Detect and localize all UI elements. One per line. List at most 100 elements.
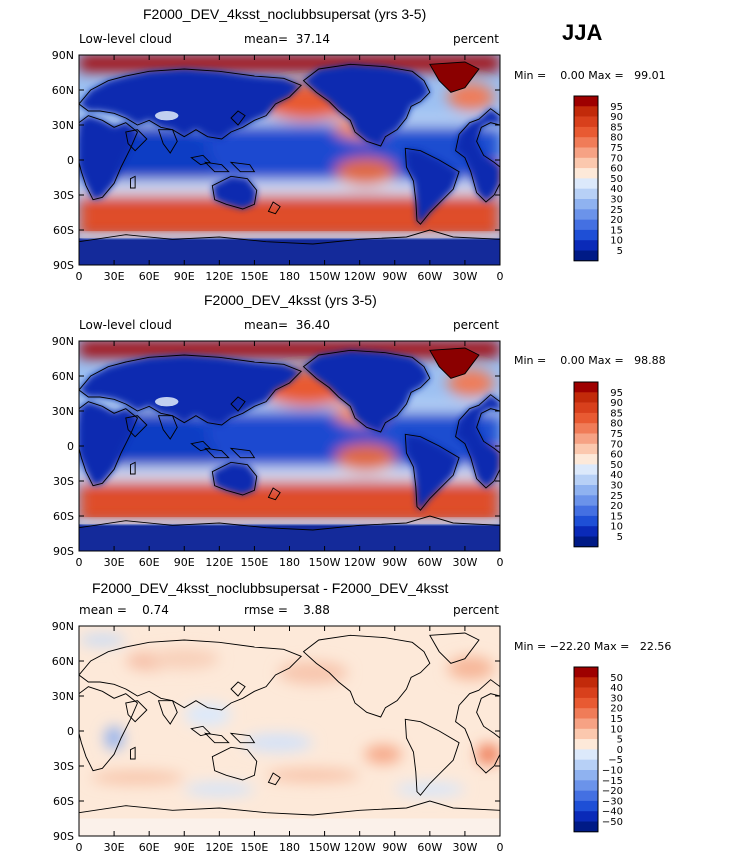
panel-3-lon-tick-label: 90E [174, 841, 195, 854]
colorbar-label: 5 [617, 735, 623, 746]
colorbar-label: 25 [610, 205, 623, 216]
panel-3-lat-tick-label: 60S [53, 795, 74, 808]
panel-3-lon-tick-label: 30E [104, 841, 125, 854]
colorbar-label: 95 [610, 102, 623, 113]
panel-3-lon-tick-label: 0 [76, 841, 83, 854]
colorbar-frame [573, 666, 599, 833]
panel-1-lon-tick-label: 30E [104, 270, 125, 283]
colorbar-label: 90 [610, 112, 623, 123]
colorbar-swatch [574, 392, 598, 403]
panel-1-map [79, 55, 500, 265]
colorbar-swatch [574, 137, 598, 148]
colorbar-label: 90 [610, 398, 623, 409]
panel-1-lon-tick-label: 120W [344, 270, 376, 283]
panel-2-lon-tick-label: 0 [497, 556, 504, 569]
colorbar-label: 60 [610, 164, 623, 175]
panel-1-lat-tick-label: 30S [53, 189, 74, 202]
colorbar-label: 60 [610, 450, 623, 461]
colorbar-swatch [574, 718, 598, 730]
panel-1-lat-tick-label: 90N [52, 49, 74, 62]
panel-3-lat-tick-label: 90S [53, 830, 74, 843]
panel-3-lat-tick-label: 30S [53, 760, 74, 773]
colorbar-swatch [574, 423, 598, 434]
panel-2-lon-tick-label: 180 [279, 556, 300, 569]
colorbar-label: 50 [610, 460, 623, 471]
colorbar-swatch [574, 240, 598, 251]
colorbar-swatch [574, 188, 598, 200]
colorbar-swatch [574, 116, 598, 128]
panel-3-map [79, 626, 500, 836]
panel-1-lat-tick-label: 0 [67, 154, 74, 167]
colorbar-label: −15 [602, 776, 623, 787]
colorbar-swatch [574, 382, 598, 393]
panel-1-mean: mean= 37.14 [244, 32, 331, 46]
panel-2-lon-tick-label: 0 [76, 556, 83, 569]
panel-2-variable-label: Low-level cloud [79, 318, 172, 332]
colorbar-swatch [574, 526, 598, 537]
panel-3-lon-tick-label: 0 [497, 841, 504, 854]
panel-2-lon-tick-label: 150W [309, 556, 341, 569]
panel-1-lon-tick-label: 90W [382, 270, 407, 283]
colorbar-label: 20 [610, 501, 623, 512]
panel-1-lon-tick-label: 60E [139, 270, 160, 283]
panel-3-lon-tick-label: 60E [139, 841, 160, 854]
colorbar-swatch [574, 739, 598, 750]
colorbar-swatch [574, 505, 598, 517]
panel-1-lat-tick-label: 60N [52, 84, 74, 97]
colorbar-swatch [574, 677, 598, 688]
panel-2-lon-tick-label: 90W [382, 556, 407, 569]
colorbar-label: 40 [610, 470, 623, 481]
panel-1-variable-label: Low-level cloud [79, 32, 172, 46]
panel-2-lat-tick-label: 0 [67, 440, 74, 453]
colorbar-frame [573, 381, 599, 548]
colorbar-swatch [574, 770, 598, 781]
season-label: JJA [562, 20, 603, 45]
colorbar-swatch [574, 780, 598, 791]
panel-3-lat-tick-label: 60N [52, 655, 74, 668]
panel-1-lon-tick-label: 150W [309, 270, 341, 283]
colorbar-swatch [574, 106, 598, 117]
colorbar-label: 20 [610, 704, 623, 715]
panel-2-lon-tick-label: 120E [205, 556, 233, 569]
colorbar-swatch [574, 759, 598, 771]
colorbar-swatch [574, 515, 598, 527]
panel-3-lon-tick-label: 30W [452, 841, 477, 854]
panel-3-title: F2000_DEV_4ksst_noclubbsupersat - F2000_… [92, 580, 449, 596]
colorbar-label: 50 [610, 673, 623, 684]
panel-2-lon-tick-label: 150E [240, 556, 268, 569]
colorbar-swatch [574, 219, 598, 231]
colorbar-label: 30 [610, 693, 623, 704]
colorbar-swatch [574, 126, 598, 138]
colorbar-label: 75 [610, 143, 623, 154]
colorbar-swatch [574, 178, 598, 189]
panel-2-lon-tick-label: 120W [344, 556, 376, 569]
colorbar-swatch [574, 209, 598, 220]
panel-1-lon-tick-label: 60W [417, 270, 442, 283]
colorbar-swatch [574, 402, 598, 414]
colorbar-swatch [574, 749, 598, 760]
colorbar-label: 40 [610, 184, 623, 195]
panel-2-minmax: Min = 0.00 Max = 98.88 [514, 354, 666, 367]
colorbar-swatch [574, 474, 598, 486]
panel-1-units: percent [453, 32, 499, 46]
panel-1-lat-tick-label: 90S [53, 259, 74, 272]
panel-2-lat-tick-label: 30S [53, 475, 74, 488]
colorbar-label: 30 [610, 481, 623, 492]
colorbar-label: 15 [610, 511, 623, 522]
colorbar-label: 5 [617, 532, 623, 543]
panel-1-minmax: Min = 0.00 Max = 99.01 [514, 69, 666, 82]
colorbar-label: −40 [602, 807, 623, 818]
colorbar-swatch [574, 495, 598, 506]
panel-2-title: F2000_DEV_4ksst (yrs 3-5) [204, 292, 377, 308]
colorbar-swatch [574, 667, 598, 678]
panel-2-mean: mean= 36.40 [244, 318, 331, 332]
colorbar-swatch [574, 443, 598, 455]
colorbar-label: 10 [610, 724, 623, 735]
colorbar-swatch [574, 536, 598, 548]
panel-2-lon-tick-label: 90E [174, 556, 195, 569]
colorbar-swatch [574, 464, 598, 475]
colorbar-label: −10 [602, 766, 623, 777]
colorbar-swatch [574, 728, 598, 740]
